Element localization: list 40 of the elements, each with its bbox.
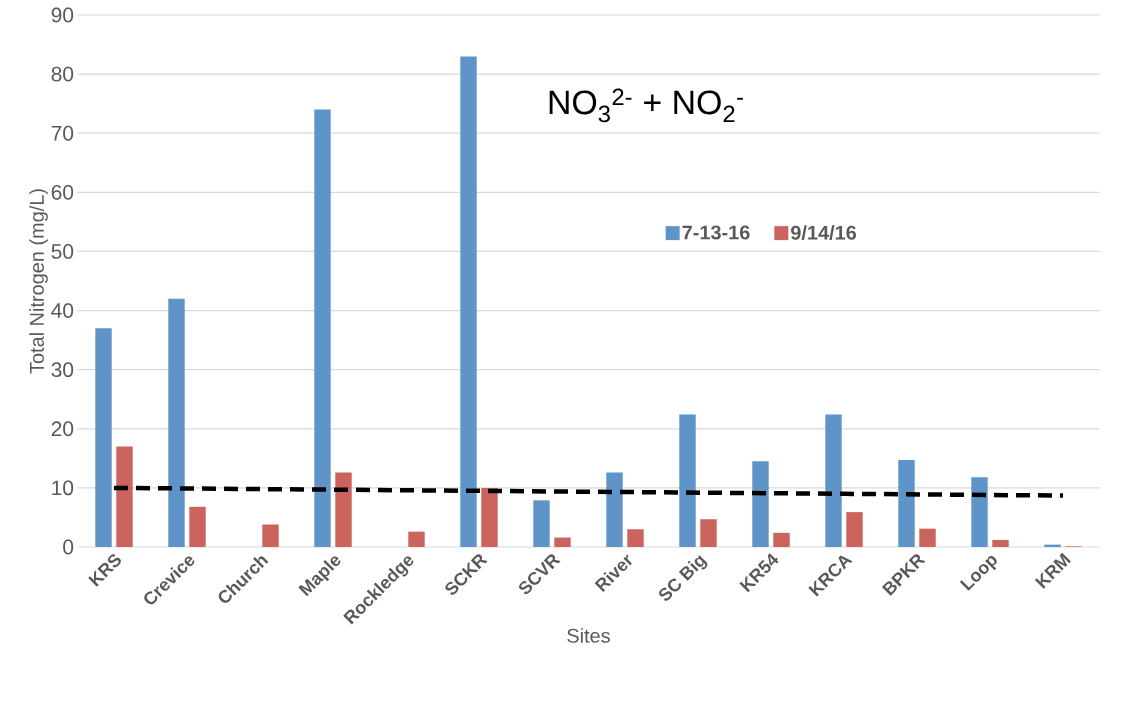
y-tick-label: 30: [51, 362, 74, 378]
bar: [971, 477, 988, 547]
legend-label: 9/14/16: [791, 225, 857, 240]
y-tick-label: 60: [51, 184, 74, 200]
bar: [95, 328, 112, 547]
bar: [919, 528, 936, 547]
bar: [773, 532, 790, 547]
bar: [116, 446, 133, 547]
bar: [554, 537, 571, 547]
y-tick-label: 10: [52, 480, 74, 496]
y-tick-label: 90: [51, 7, 74, 23]
y-axis-title: Total Nitrogen (mg/L): [29, 189, 48, 374]
y-tick-label: 50: [51, 244, 74, 259]
bar: [898, 460, 915, 547]
bar: [700, 519, 717, 547]
y-tick-label: 70: [51, 125, 74, 141]
annotation: NO$_{3}$$^{2-}$ + NO$_{2}$-: [549, 88, 743, 123]
bar: [460, 56, 477, 547]
bar: [481, 487, 498, 547]
bar: [825, 414, 842, 547]
bar: [606, 472, 623, 547]
bar: [992, 539, 1009, 547]
y-tick-label: 0: [63, 539, 74, 555]
bar: [262, 524, 279, 547]
bar: [408, 531, 425, 547]
bar: [168, 298, 185, 547]
legend-label: 7-13-16: [682, 225, 750, 240]
bar: [335, 472, 352, 547]
bar: [627, 529, 644, 547]
bar: [314, 109, 331, 547]
y-tick-label: 40: [51, 303, 74, 318]
bar: [533, 500, 550, 547]
x-axis-title: Sites: [567, 628, 610, 643]
bar: [752, 461, 769, 547]
bar: [846, 512, 863, 547]
bar: [679, 414, 696, 547]
x-tick-label: SC Big: [659, 555, 708, 601]
y-tick-label: 20: [51, 421, 74, 437]
y-tick-label: 80: [51, 66, 74, 82]
bar: [189, 506, 206, 547]
